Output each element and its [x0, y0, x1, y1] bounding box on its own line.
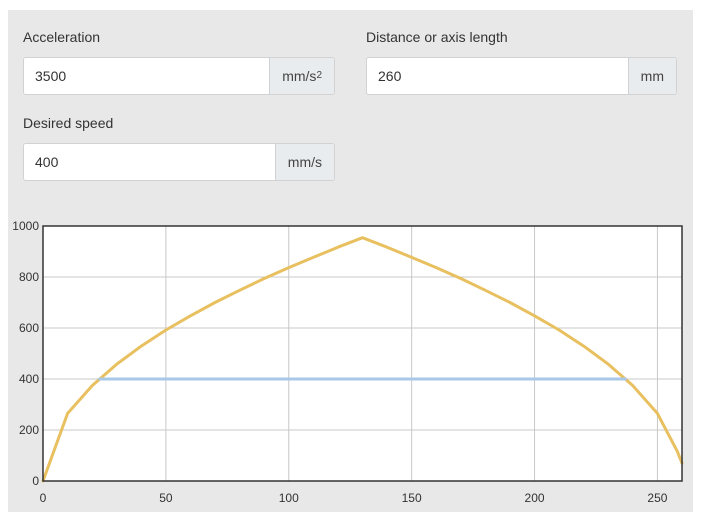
velocity-profile-line — [41, 236, 684, 483]
acceleration-input[interactable] — [24, 58, 270, 94]
acceleration-label: Acceleration — [23, 29, 101, 45]
x-tick-label: 50 — [159, 491, 173, 505]
y-tick-label: 0 — [32, 474, 39, 488]
distance-label: Distance or axis length — [366, 29, 508, 45]
acceleration-unit-exponent: 2 — [316, 69, 322, 81]
speed-unit: mm/s — [274, 144, 334, 180]
x-tick-label: 200 — [525, 491, 545, 505]
acceleration-field: mm/s2 — [23, 57, 335, 95]
y-tick-label: 400 — [19, 372, 39, 386]
plot-area — [43, 226, 682, 481]
acceleration-unit: mm/s 2 — [269, 58, 334, 94]
speed-field: mm/s — [23, 143, 335, 181]
distance-unit: mm — [627, 58, 676, 94]
acceleration-unit-base: mm/s — [282, 68, 317, 84]
speed-label: Desired speed — [23, 115, 114, 131]
x-tick-label: 100 — [279, 491, 299, 505]
x-tick-label: 250 — [647, 491, 667, 505]
distance-input[interactable] — [367, 58, 628, 94]
y-tick-label: 1000 — [12, 219, 39, 233]
y-tick-label: 200 — [19, 423, 39, 437]
distance-field: mm — [366, 57, 677, 95]
x-tick-label: 150 — [402, 491, 422, 505]
speed-input[interactable] — [24, 144, 275, 180]
y-tick-label: 800 — [19, 270, 39, 284]
y-tick-label: 600 — [19, 321, 39, 335]
plot-frame — [42, 225, 683, 482]
x-tick-label: 0 — [40, 491, 47, 505]
